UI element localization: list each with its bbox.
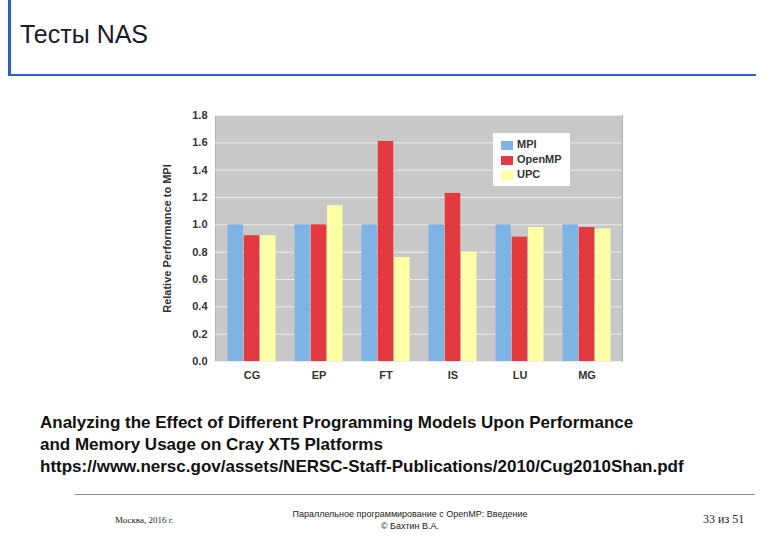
html-text:Тесты NAS: Тесты NAS bbox=[20, 20, 148, 48]
svg-text:CG: CG bbox=[244, 369, 261, 381]
html-text:Параллельное программирование: Параллельное программирование с OpenMP: … bbox=[292, 509, 528, 519]
svg-text:0.6: 0.6 bbox=[192, 273, 207, 285]
html-text:https://www.nersc.gov/assets/N: https://www.nersc.gov/assets/NERSC-Staff… bbox=[40, 457, 684, 476]
svg-text:EP: EP bbox=[312, 369, 327, 381]
html-text:© Бахтин В.А.: © Бахтин В.А. bbox=[381, 521, 439, 531]
svg-text:1.0: 1.0 bbox=[192, 218, 207, 230]
svg-text:0.8: 0.8 bbox=[192, 246, 207, 258]
svg-text:Relative Performance to MPI: Relative Performance to MPI bbox=[161, 164, 173, 313]
svg-text:1.4: 1.4 bbox=[192, 164, 208, 176]
svg-text:0.4: 0.4 bbox=[192, 300, 208, 312]
svg-text:1.8: 1.8 bbox=[192, 109, 207, 121]
svg-text:0.0: 0.0 bbox=[192, 355, 207, 367]
html-text:UPC: UPC bbox=[517, 168, 541, 180]
svg-text:MG: MG bbox=[578, 369, 596, 381]
svg-text:IS: IS bbox=[448, 369, 458, 381]
svg-text:0.2: 0.2 bbox=[192, 328, 207, 340]
svg-text:1.6: 1.6 bbox=[192, 136, 207, 148]
svg-text:LU: LU bbox=[513, 369, 528, 381]
html-text:Analyzing the Effect of Differ: Analyzing the Effect of Different Progra… bbox=[40, 413, 634, 432]
html-text:Москва, 2016 г.: Москва, 2016 г. bbox=[115, 515, 174, 525]
html-text:MPI: MPI bbox=[517, 138, 537, 150]
html-text:OpenMP: OpenMP bbox=[517, 153, 562, 165]
html-text:and Memory Usage on Cray XT5 P: and Memory Usage on Cray XT5 Platforms bbox=[40, 435, 383, 454]
svg-text:FT: FT bbox=[379, 369, 393, 381]
svg-text:1.2: 1.2 bbox=[192, 191, 207, 203]
html-text:33 из 51: 33 из 51 bbox=[703, 512, 745, 526]
